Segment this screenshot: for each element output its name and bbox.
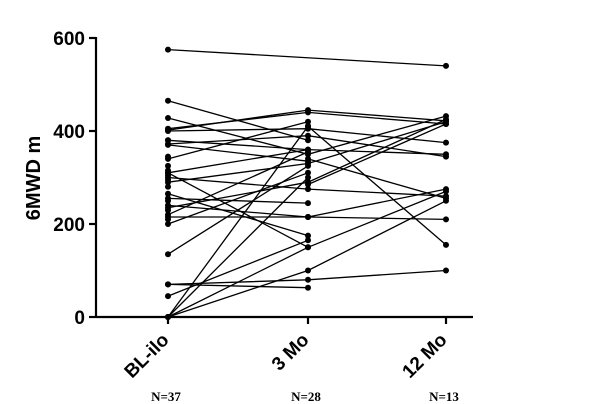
data-point	[443, 267, 449, 274]
data-point	[165, 97, 171, 104]
data-point	[443, 62, 449, 69]
data-point	[443, 241, 449, 248]
y-tick-label: 600	[53, 29, 85, 50]
data-point	[305, 276, 311, 283]
data-point	[305, 244, 311, 251]
data-point	[305, 267, 311, 274]
x-tick-label: 3 Mo	[268, 330, 313, 375]
y-tick-label: 400	[53, 122, 85, 143]
data-point	[165, 281, 171, 288]
data-point	[305, 181, 311, 188]
data-point	[305, 123, 311, 130]
data-point	[305, 146, 311, 153]
data-point	[305, 174, 311, 181]
data-point	[305, 214, 311, 220]
data-point	[443, 186, 449, 193]
series-line	[167, 151, 309, 216]
series-line	[307, 123, 447, 186]
series-points	[165, 46, 449, 320]
data-point	[443, 139, 449, 146]
data-point	[305, 232, 311, 239]
series-line	[167, 204, 309, 218]
data-point	[443, 121, 449, 127]
data-point	[165, 197, 171, 204]
n-count-label: N=13	[429, 389, 459, 404]
data-point	[165, 46, 171, 53]
data-point	[165, 128, 171, 134]
data-point	[165, 172, 171, 179]
series-line	[167, 190, 447, 318]
series-line	[167, 177, 309, 318]
data-point	[305, 200, 311, 207]
y-axis-label: 6MWD m	[23, 136, 45, 220]
data-point	[165, 190, 171, 197]
data-point	[443, 195, 449, 202]
data-point	[305, 162, 311, 169]
series-line	[167, 121, 309, 160]
n-count-label: N=28	[291, 389, 321, 404]
data-point	[305, 169, 311, 176]
data-point	[305, 118, 311, 125]
series-line	[167, 48, 447, 67]
data-point	[165, 221, 171, 227]
series-line	[307, 125, 447, 246]
data-point	[305, 186, 311, 193]
y-tick-label: 200	[53, 215, 85, 236]
data-point	[305, 132, 311, 139]
series-line	[167, 193, 309, 237]
data-point	[165, 293, 171, 300]
data-point	[165, 167, 171, 174]
data-point	[165, 115, 171, 121]
x-tick-label: BL-ilo	[121, 330, 174, 383]
data-point	[165, 211, 171, 218]
data-point	[305, 137, 311, 144]
axes	[89, 36, 473, 324]
data-point	[165, 216, 171, 223]
data-point	[165, 137, 171, 144]
data-point	[443, 216, 449, 223]
data-point	[305, 155, 311, 162]
n-count-label: N=37	[151, 389, 181, 404]
data-point	[443, 116, 449, 123]
series-line	[167, 139, 309, 151]
data-point	[165, 141, 171, 148]
data-point	[305, 237, 311, 244]
data-point	[165, 162, 171, 169]
series-line	[167, 197, 309, 204]
series-line	[167, 144, 309, 162]
plot-area	[165, 46, 449, 320]
series-line	[167, 283, 309, 289]
series-line	[307, 188, 447, 218]
y-tick-label: 0	[74, 308, 85, 329]
data-point	[165, 251, 171, 258]
data-point	[165, 176, 171, 183]
series-line	[167, 172, 309, 225]
data-point	[305, 284, 311, 291]
series-line	[167, 172, 309, 248]
data-point	[165, 153, 171, 160]
data-point	[165, 202, 171, 209]
series-line	[307, 158, 447, 200]
data-point	[443, 151, 449, 158]
x-tick-label: 12 Mo	[399, 330, 452, 383]
series-line	[167, 100, 309, 141]
data-point	[305, 109, 311, 116]
series-line	[167, 239, 309, 297]
data-point	[165, 183, 171, 190]
data-point	[165, 207, 171, 214]
